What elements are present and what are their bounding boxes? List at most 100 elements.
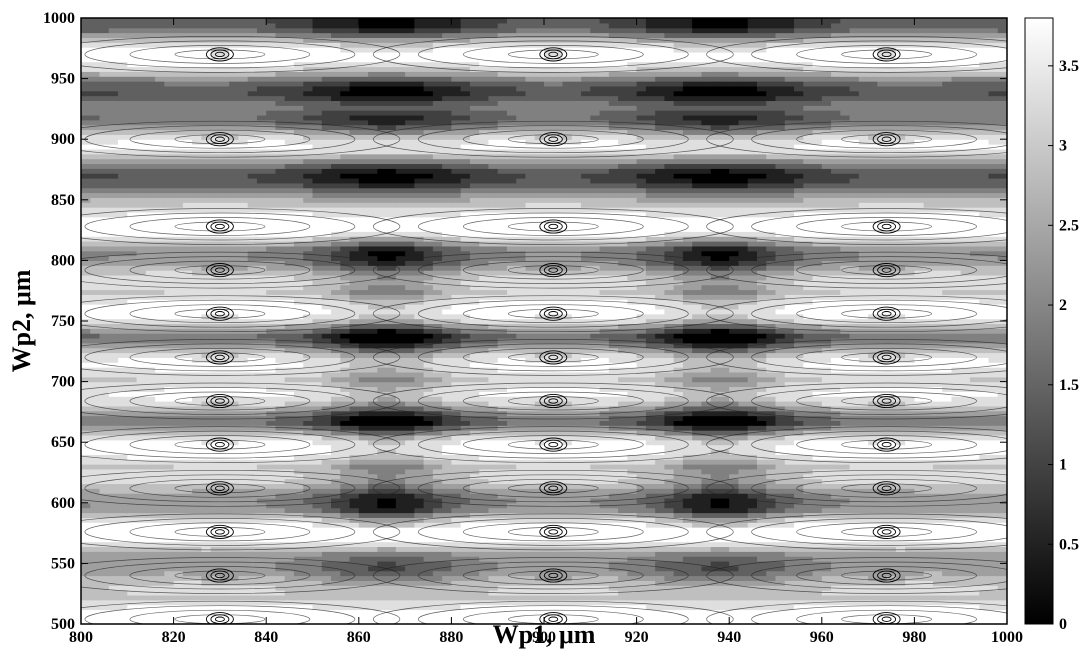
heatmap-cell (396, 464, 406, 469)
heatmap-cell (924, 479, 934, 484)
heatmap-cell (266, 556, 276, 561)
heatmap-cell (590, 479, 600, 484)
heatmap-cell (303, 508, 313, 513)
heatmap-cell (618, 445, 628, 450)
heatmap-cell (461, 401, 471, 406)
heatmap-cell (81, 416, 91, 421)
heatmap-cell (711, 508, 721, 513)
heatmap-cell (563, 542, 573, 547)
heatmap-cell (914, 483, 924, 488)
heatmap-cell (868, 585, 878, 590)
heatmap-cell (692, 406, 702, 411)
heatmap-cell (313, 401, 323, 406)
heatmap-cell (220, 503, 230, 508)
heatmap-cell (581, 571, 591, 576)
heatmap-cell (220, 459, 230, 464)
heatmap-cell (294, 590, 304, 595)
heatmap-cell (748, 488, 758, 493)
heatmap-cell (377, 571, 387, 576)
heatmap-cell (192, 508, 202, 513)
heatmap-cell (146, 401, 156, 406)
heatmap-cell (461, 382, 471, 387)
heatmap-cell (664, 459, 674, 464)
heatmap-cell (331, 440, 341, 445)
heatmap-cell (794, 391, 804, 396)
heatmap-cell (248, 454, 258, 459)
heatmap-cell (822, 440, 832, 445)
heatmap-cell (711, 483, 721, 488)
heatmap-cell (961, 517, 971, 522)
heatmap-cell (322, 445, 332, 450)
heatmap-cell (822, 445, 832, 450)
heatmap-cell (377, 605, 387, 610)
heatmap-cell (951, 459, 961, 464)
heatmap-cell (525, 401, 535, 406)
heatmap-cell (813, 445, 823, 450)
heatmap-cell (414, 513, 424, 518)
heatmap-cell (914, 449, 924, 454)
heatmap-cell (183, 503, 193, 508)
heatmap-cell (998, 459, 1008, 464)
heatmap-cell (461, 537, 471, 542)
heatmap-cell (766, 508, 776, 513)
heatmap-cell (766, 483, 776, 488)
heatmap-cell (414, 464, 424, 469)
heatmap-cell (192, 590, 202, 595)
heatmap-cell (238, 517, 248, 522)
heatmap-cell (174, 513, 184, 518)
heatmap-cell (988, 571, 998, 576)
heatmap-cell (164, 464, 174, 469)
heatmap-cell (590, 391, 600, 396)
heatmap-cell (563, 459, 573, 464)
heatmap-cell (137, 464, 147, 469)
heatmap-cell (544, 469, 554, 474)
heatmap-cell (692, 605, 702, 610)
heatmap-cell (646, 551, 656, 556)
heatmap-cell (609, 537, 619, 542)
heatmap-cell (729, 508, 739, 513)
heatmap-cell (266, 469, 276, 474)
heatmap-cell (822, 527, 832, 532)
heatmap-cell (748, 522, 758, 527)
heatmap-cell (720, 425, 730, 430)
heatmap-cell (461, 464, 471, 469)
heatmap-cell (785, 585, 795, 590)
heatmap-cell (424, 590, 434, 595)
heatmap-cell (655, 614, 665, 619)
heatmap-cell (813, 396, 823, 401)
heatmap-cell (201, 551, 211, 556)
heatmap-cell (905, 411, 915, 416)
heatmap-cell (692, 537, 702, 542)
heatmap-cell (840, 464, 850, 469)
heatmap-cell (859, 464, 869, 469)
heatmap-cell (924, 508, 934, 513)
heatmap-cell (414, 576, 424, 581)
heatmap-cell (100, 445, 110, 450)
heatmap-cell (618, 571, 628, 576)
heatmap-cell (785, 498, 795, 503)
heatmap-cell (831, 464, 841, 469)
heatmap-cell (377, 503, 387, 508)
heatmap-cell (572, 576, 582, 581)
heatmap-cell (572, 416, 582, 421)
heatmap-cell (877, 590, 887, 595)
heatmap-cell (535, 546, 545, 551)
heatmap-cell (433, 459, 443, 464)
heatmap-cell (183, 396, 193, 401)
heatmap-cell (442, 483, 452, 488)
heatmap-cell (850, 382, 860, 387)
heatmap-cell (877, 556, 887, 561)
heatmap-cell (840, 600, 850, 605)
heatmap-cell (683, 546, 693, 551)
heatmap-cell (507, 609, 517, 614)
heatmap-cell (803, 459, 813, 464)
heatmap-cell (803, 580, 813, 585)
heatmap-cell (813, 411, 823, 416)
heatmap-cell (164, 488, 174, 493)
heatmap-cell (803, 420, 813, 425)
heatmap-cell (387, 571, 397, 576)
heatmap-cell (257, 566, 267, 571)
heatmap-cell (118, 401, 128, 406)
heatmap-cell (396, 396, 406, 401)
heatmap-cell (850, 503, 860, 508)
